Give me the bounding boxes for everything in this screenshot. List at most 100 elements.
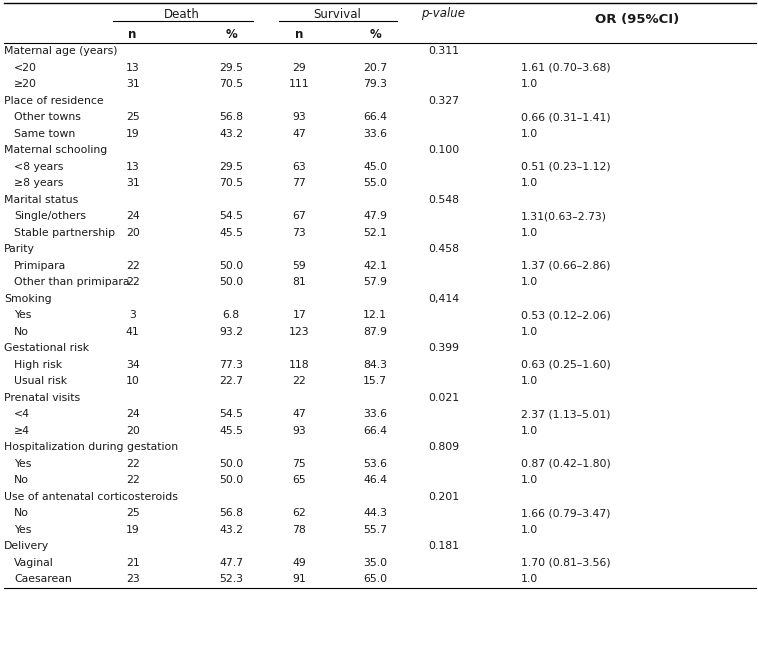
Text: Maternal age (years): Maternal age (years) <box>4 46 117 56</box>
Text: 19: 19 <box>126 129 139 139</box>
Text: 2.37 (1.13–5.01): 2.37 (1.13–5.01) <box>522 409 611 420</box>
Text: 1.70 (0.81–3.56): 1.70 (0.81–3.56) <box>522 557 611 567</box>
Text: 0.51 (0.23–1.12): 0.51 (0.23–1.12) <box>522 162 611 172</box>
Text: 70.5: 70.5 <box>219 79 243 89</box>
Text: 42.1: 42.1 <box>363 261 387 271</box>
Text: p-value: p-value <box>421 7 465 21</box>
Text: 24: 24 <box>126 211 139 221</box>
Text: 50.0: 50.0 <box>219 277 243 287</box>
Text: 93: 93 <box>293 426 306 436</box>
Text: 66.4: 66.4 <box>363 426 387 436</box>
Text: %: % <box>369 27 381 41</box>
Text: 49: 49 <box>293 557 306 567</box>
Text: <20: <20 <box>14 63 37 73</box>
Text: <8 years: <8 years <box>14 162 64 172</box>
Text: 22: 22 <box>126 459 139 469</box>
Text: 22.7: 22.7 <box>219 376 243 386</box>
Text: Single/others: Single/others <box>14 211 86 221</box>
Text: 70.5: 70.5 <box>219 178 243 188</box>
Text: 29.5: 29.5 <box>219 162 243 172</box>
Text: 87.9: 87.9 <box>363 327 387 337</box>
Text: 0.181: 0.181 <box>428 541 459 551</box>
Text: 22: 22 <box>126 277 139 287</box>
Text: 66.4: 66.4 <box>363 113 387 123</box>
Text: 0.87 (0.42–1.80): 0.87 (0.42–1.80) <box>522 459 611 469</box>
Text: Yes: Yes <box>14 525 31 535</box>
Text: 1.0: 1.0 <box>522 178 538 188</box>
Text: 63: 63 <box>293 162 306 172</box>
Text: 34: 34 <box>126 360 139 370</box>
Text: ≥8 years: ≥8 years <box>14 178 64 188</box>
Text: 19: 19 <box>126 525 139 535</box>
Text: ≥20: ≥20 <box>14 79 37 89</box>
Text: 52.1: 52.1 <box>363 228 387 238</box>
Text: 29: 29 <box>293 63 306 73</box>
Text: Usual risk: Usual risk <box>14 376 67 386</box>
Text: 20.7: 20.7 <box>363 63 387 73</box>
Text: 23: 23 <box>126 574 139 584</box>
Text: 50.0: 50.0 <box>219 476 243 486</box>
Text: 78: 78 <box>293 525 306 535</box>
Text: 1.0: 1.0 <box>522 327 538 337</box>
Text: Yes: Yes <box>14 310 31 320</box>
Text: Vaginal: Vaginal <box>14 557 54 567</box>
Text: 20: 20 <box>126 228 139 238</box>
Text: 65.0: 65.0 <box>363 574 387 584</box>
Text: 25: 25 <box>126 508 139 518</box>
Text: 81: 81 <box>293 277 306 287</box>
Text: 47.7: 47.7 <box>219 557 243 567</box>
Text: Delivery: Delivery <box>4 541 49 551</box>
Text: 55.0: 55.0 <box>363 178 387 188</box>
Text: 0.100: 0.100 <box>428 145 459 155</box>
Text: 43.2: 43.2 <box>219 525 243 535</box>
Text: %: % <box>225 27 237 41</box>
Text: 22: 22 <box>126 261 139 271</box>
Text: Stable partnership: Stable partnership <box>14 228 115 238</box>
Text: 73: 73 <box>293 228 306 238</box>
Text: Caesarean: Caesarean <box>14 574 72 584</box>
Text: 3: 3 <box>129 310 136 320</box>
Text: 55.7: 55.7 <box>363 525 387 535</box>
Text: 67: 67 <box>293 211 306 221</box>
Text: 45.5: 45.5 <box>219 426 243 436</box>
Text: 43.2: 43.2 <box>219 129 243 139</box>
Text: n: n <box>128 27 137 41</box>
Text: Smoking: Smoking <box>4 294 52 304</box>
Text: ≥4: ≥4 <box>14 426 30 436</box>
Text: 65: 65 <box>293 476 306 486</box>
Text: 6.8: 6.8 <box>223 310 240 320</box>
Text: 44.3: 44.3 <box>363 508 387 518</box>
Text: 77: 77 <box>293 178 306 188</box>
Text: 1.31(0.63–2.73): 1.31(0.63–2.73) <box>522 211 607 221</box>
Text: Gestational risk: Gestational risk <box>4 343 89 353</box>
Text: Other than primipara: Other than primipara <box>14 277 130 287</box>
Text: 33.6: 33.6 <box>363 129 387 139</box>
Text: No: No <box>14 476 29 486</box>
Text: 118: 118 <box>289 360 310 370</box>
Text: 62: 62 <box>293 508 306 518</box>
Text: 0.63 (0.25–1.60): 0.63 (0.25–1.60) <box>522 360 611 370</box>
Text: Death: Death <box>164 7 200 21</box>
Text: 1.0: 1.0 <box>522 574 538 584</box>
Text: 25: 25 <box>126 113 139 123</box>
Text: 50.0: 50.0 <box>219 261 243 271</box>
Text: Parity: Parity <box>4 244 35 254</box>
Text: 12.1: 12.1 <box>363 310 387 320</box>
Text: 1.0: 1.0 <box>522 228 538 238</box>
Text: 56.8: 56.8 <box>219 508 243 518</box>
Text: 1.0: 1.0 <box>522 476 538 486</box>
Text: 93.2: 93.2 <box>219 327 243 337</box>
Text: 59: 59 <box>293 261 306 271</box>
Text: 17: 17 <box>293 310 306 320</box>
Text: 33.6: 33.6 <box>363 409 387 420</box>
Text: 41: 41 <box>126 327 139 337</box>
Text: 21: 21 <box>126 557 139 567</box>
Text: <4: <4 <box>14 409 30 420</box>
Text: 1.0: 1.0 <box>522 129 538 139</box>
Text: 29.5: 29.5 <box>219 63 243 73</box>
Text: 91: 91 <box>293 574 306 584</box>
Text: 77.3: 77.3 <box>219 360 243 370</box>
Text: 1.66 (0.79–3.47): 1.66 (0.79–3.47) <box>522 508 611 518</box>
Text: 123: 123 <box>289 327 310 337</box>
Text: 0.201: 0.201 <box>428 492 459 501</box>
